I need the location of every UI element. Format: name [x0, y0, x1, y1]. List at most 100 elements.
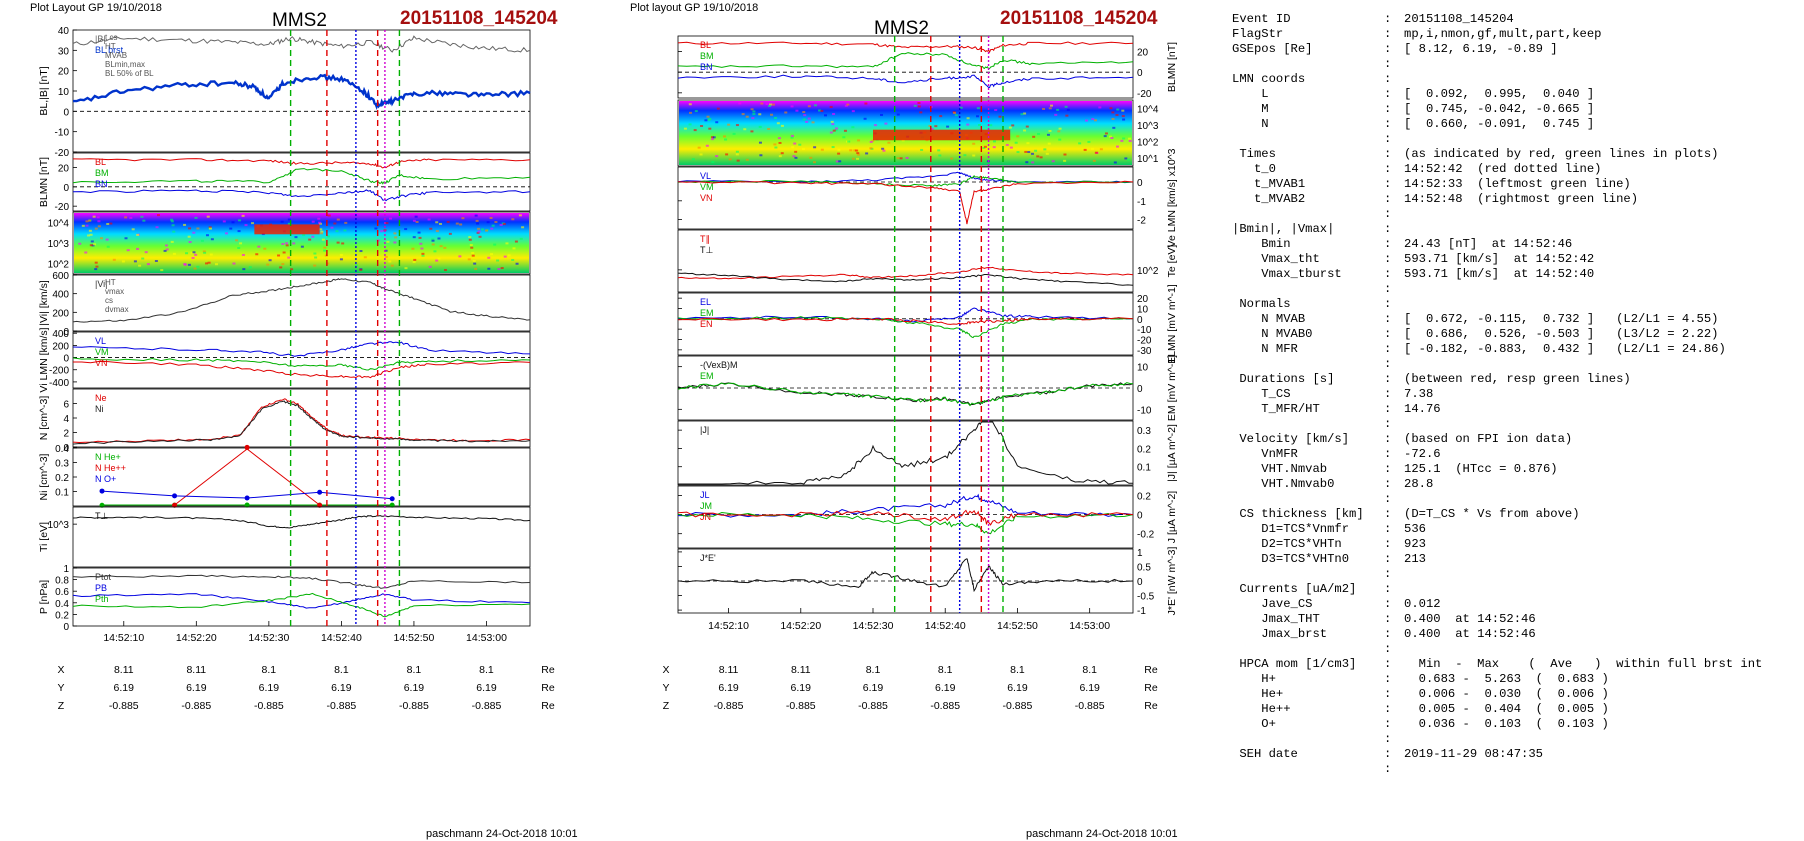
y-tick-label: 40 — [58, 26, 70, 37]
info-value: 24.43 [nT] at 14:52:46 — [1404, 237, 1573, 251]
info-value: 0.400 at 14:52:46 — [1404, 612, 1536, 626]
info-key: L — [1232, 87, 1269, 101]
series-label: T⊥ — [95, 511, 108, 521]
info-colon: : — [1384, 207, 1392, 221]
info-value: (as indicated by red, green lines in plo… — [1404, 147, 1719, 161]
y-tick-label: 0.3 — [1137, 426, 1151, 437]
series-line-bl-brst — [73, 73, 531, 110]
series-line-bn — [677, 74, 1134, 89]
layout-header-right: Plot layout GP 19/10/2018 — [630, 2, 759, 14]
position-value: 8.1 — [407, 664, 422, 676]
series-line-ne — [72, 398, 531, 444]
series-line-bm — [72, 168, 531, 185]
y-tick-label: 10 — [58, 87, 70, 98]
event-info-panel: Event ID:20151108_145204 FlagStr: mp,i,nmo… — [1232, 12, 1798, 777]
y-tick-label: 0.2 — [55, 610, 69, 621]
info-colon: : — [1384, 297, 1392, 311]
info-row: H+: 0.683 - 5.263 ( 0.683 ) — [1232, 672, 1798, 687]
info-colon: : — [1384, 447, 1392, 461]
info-row: VnMFR: -72.6 — [1232, 447, 1798, 462]
series-label: VL — [95, 336, 106, 346]
info-row: FlagStr: mp,i,nmon,gf,mult,part,keep — [1232, 27, 1798, 42]
series-label: BL — [700, 40, 711, 50]
position-unit: Re — [1144, 682, 1158, 694]
y-tick-label: -1 — [1137, 606, 1146, 617]
y-tick-label: 0.4 — [55, 444, 69, 455]
position-row-label: Y — [57, 682, 64, 694]
series-label: N He++ — [95, 463, 126, 473]
info-key: Velocity [km/s] — [1232, 432, 1350, 446]
y-tick-label: 10^2 — [1137, 266, 1159, 277]
info-colon: : — [1384, 492, 1392, 506]
info-key: Currents [uA/m2] — [1232, 582, 1357, 596]
panel-right-electron-spectrogram: 10^1 10^2 10^3 10^4 — [677, 99, 1159, 167]
info-row: t_MVAB2:14:52:48 (rightmost green line) — [1232, 192, 1798, 207]
panel-right-te: 10^2 Te [eV] T∥T⊥ — [677, 229, 1178, 293]
series-point — [389, 502, 395, 508]
position-row-label: X — [662, 664, 669, 676]
info-colon: : — [1384, 417, 1392, 431]
info-colon: : — [1384, 372, 1392, 386]
info-value: [ -0.182, -0.883, 0.432 ] (L2/L1 = 24.86… — [1404, 342, 1726, 356]
y-tick-label: 0.6 — [55, 587, 69, 598]
info-colon: : — [1384, 477, 1392, 491]
series-point — [99, 502, 105, 508]
info-key: Jave_CS — [1232, 597, 1313, 611]
series-label: EL — [700, 297, 711, 307]
y-tick-label: 0 — [63, 107, 69, 118]
info-row: Vmax_tburst:593.71 [km/s] at 14:52:40 — [1232, 267, 1798, 282]
y-tick-label: 0 — [63, 327, 69, 338]
panel-frame — [72, 447, 531, 507]
info-value: 7.38 — [1404, 387, 1434, 401]
position-row-label: Y — [662, 682, 669, 694]
series-label: PB — [95, 583, 107, 593]
y-tick-label: 0.2 — [55, 473, 69, 484]
y-tick-label: -2 — [1137, 216, 1146, 227]
series-label: VL — [700, 171, 711, 181]
position-value: 8.1 — [1082, 664, 1097, 676]
position-value: 6.19 — [259, 682, 280, 694]
panel-frame — [72, 152, 531, 212]
y-tick-label: 0 — [1137, 68, 1143, 79]
series-label: J*E' — [700, 553, 716, 563]
info-key: M — [1232, 102, 1269, 116]
info-colon: : — [1384, 57, 1392, 71]
info-value: 28.8 — [1404, 477, 1434, 491]
y-tick-label: -200 — [49, 366, 69, 377]
panel-frame — [677, 99, 1134, 167]
info-key: D1=TCS*Vnmfr — [1232, 522, 1350, 536]
info-row: Event ID:20151108_145204 — [1232, 12, 1798, 27]
info-colon: : — [1384, 72, 1392, 86]
position-value: 8.11 — [114, 664, 134, 676]
info-row: t_MVAB1:14:52:33 (leftmost green line) — [1232, 177, 1798, 192]
y-tick-label: 10 — [1137, 363, 1149, 374]
y-tick-label: 0 — [63, 622, 69, 633]
panel-right-jdote: -1 -0.5 0 0.5 1 J*E' [nW m^-3] J*E' — [677, 547, 1178, 617]
y-tick-label: 6 — [63, 400, 69, 411]
info-colon: : — [1384, 657, 1392, 671]
panel-left-hpca-density: 0.1 0.2 0.3 0.4 Ni [cm^-3] N He+N He++N O+ — [38, 444, 531, 508]
series-label: T⊥ — [700, 245, 713, 255]
position-value: 6.19 — [1079, 682, 1100, 694]
series-point — [389, 496, 395, 502]
info-row: Vmax_tht:593.71 [km/s] at 14:52:42 — [1232, 252, 1798, 267]
event-marker-lines — [893, 36, 1004, 613]
info-row: Times: (as indicated by red, green lines … — [1232, 147, 1798, 162]
series-label: VN — [700, 193, 713, 203]
info-colon: : — [1384, 522, 1392, 536]
info-row: Jave_CS:0.012 — [1232, 597, 1798, 612]
position-row-label: Z — [663, 700, 670, 712]
series-line-bm — [677, 52, 1134, 70]
series-label: Ne — [95, 393, 107, 403]
info-row: Currents [uA/m2]: — [1232, 582, 1798, 597]
series-line-vl — [677, 171, 1134, 184]
info-row: He++: 0.005 - 0.404 ( 0.005 ) — [1232, 702, 1798, 717]
info-value: 2019-11-29 08:47:35 — [1404, 747, 1543, 761]
series-label: JN — [700, 512, 711, 522]
info-colon: : — [1384, 432, 1392, 446]
time-tick-label: 14:52:10 — [708, 620, 749, 632]
y-tick-label: 200 — [52, 308, 69, 319]
info-key: Jmax_brst — [1232, 627, 1328, 641]
series-line-en — [677, 317, 1134, 326]
